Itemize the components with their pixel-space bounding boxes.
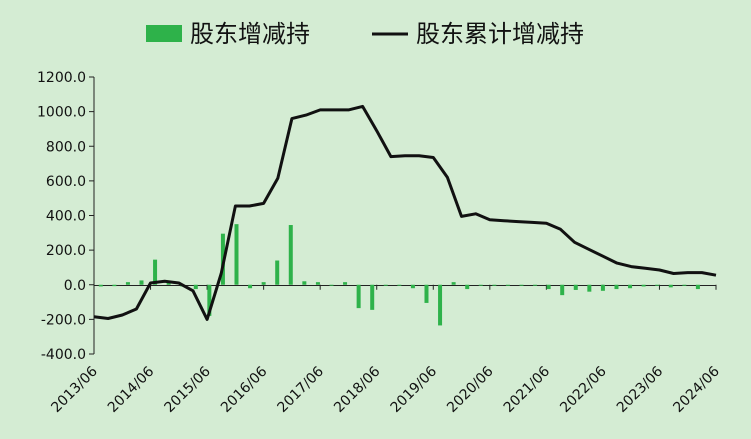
bar xyxy=(383,284,388,286)
legend-bar-label: 股东增减持 xyxy=(190,20,310,48)
y-tick-label: 1200.0 xyxy=(37,70,86,86)
bar xyxy=(139,280,144,285)
bar xyxy=(234,224,239,285)
line-series xyxy=(93,104,717,321)
bar xyxy=(695,284,700,290)
bar xyxy=(424,284,429,303)
bar xyxy=(438,284,443,326)
y-tick-label: 600.0 xyxy=(46,174,86,190)
y-axis-ticks: 1200.0 1000.0 800.0 600.0 400.0 200.0 0.0 -200.… xyxy=(37,70,94,363)
bar xyxy=(546,284,551,290)
bar xyxy=(370,284,375,310)
bar xyxy=(329,284,334,286)
bar xyxy=(166,282,171,285)
bar xyxy=(641,284,646,287)
bar xyxy=(261,282,266,285)
bar xyxy=(573,284,578,290)
bar xyxy=(451,282,456,285)
bar xyxy=(478,284,483,286)
bar xyxy=(628,284,633,289)
y-tick-label: 400.0 xyxy=(46,209,86,225)
y-tick-label: -400.0 xyxy=(41,347,86,363)
y-tick-label: 0.0 xyxy=(64,278,86,294)
bar xyxy=(505,284,510,286)
bar xyxy=(343,282,348,285)
bar xyxy=(193,284,198,290)
bar xyxy=(275,260,280,285)
bar xyxy=(248,284,253,289)
y-tick-label: 200.0 xyxy=(46,243,86,259)
bar xyxy=(356,284,361,309)
bar xyxy=(410,284,415,289)
legend: 股东增减持 股东累计增减持 xyxy=(146,20,584,48)
bar xyxy=(682,284,687,286)
legend-bar-swatch xyxy=(146,25,182,42)
bar xyxy=(600,284,605,291)
cumulative-line xyxy=(93,104,717,321)
bar xyxy=(560,284,565,296)
bar xyxy=(492,284,497,286)
bar xyxy=(655,284,660,286)
bar xyxy=(668,284,673,288)
y-tick-label: -200.0 xyxy=(41,312,86,328)
bar xyxy=(153,259,158,285)
bar xyxy=(207,284,212,316)
bar xyxy=(112,284,117,287)
y-tick-label: 1000.0 xyxy=(37,105,86,121)
bar xyxy=(302,281,307,285)
bar xyxy=(288,225,293,285)
bar xyxy=(519,284,524,286)
bar xyxy=(614,284,619,290)
y-tick-label: 800.0 xyxy=(46,139,86,155)
bar xyxy=(465,284,470,290)
bar xyxy=(125,282,130,285)
bar xyxy=(587,284,592,292)
legend-line-label: 股东累计增减持 xyxy=(416,20,584,48)
bar xyxy=(98,284,103,287)
bar xyxy=(315,282,320,285)
bar xyxy=(533,284,538,286)
bar xyxy=(397,284,402,286)
